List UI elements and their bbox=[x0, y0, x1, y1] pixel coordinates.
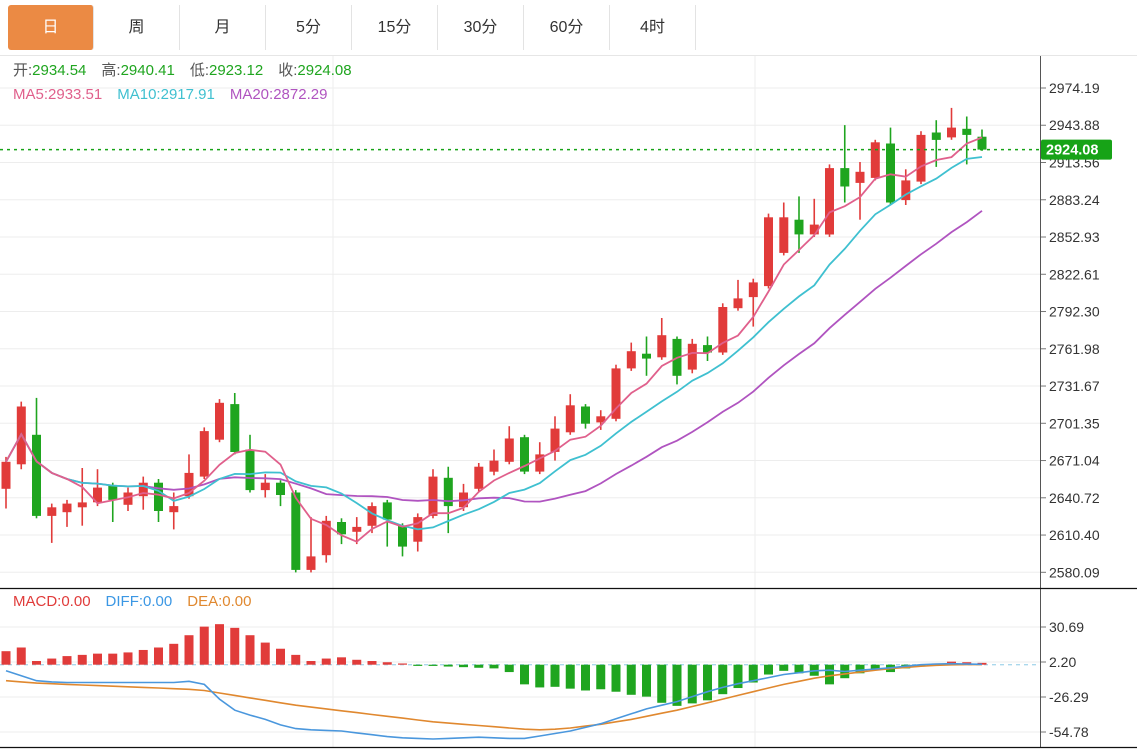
legend-item: 高:2940.41 bbox=[101, 62, 175, 79]
svg-text:2924.08: 2924.08 bbox=[1046, 143, 1098, 159]
macd-histogram bbox=[1, 624, 987, 706]
ma5-line bbox=[5, 136, 983, 543]
macd-gridlines bbox=[0, 626, 1040, 733]
svg-text:2974.19: 2974.19 bbox=[1049, 80, 1100, 96]
tab-15min[interactable]: 15分 bbox=[352, 5, 438, 50]
svg-text:2852.93: 2852.93 bbox=[1049, 229, 1100, 245]
svg-text:2640.72: 2640.72 bbox=[1049, 490, 1100, 506]
ma-legend: MA5:2933.51 MA10:2917.91 MA20:2872.29 bbox=[13, 86, 342, 104]
timeframe-tabbar: 日周月 5分 15分 30分 60分 4时 bbox=[0, 0, 1137, 56]
legend-item: 收:2924.08 bbox=[278, 62, 352, 79]
legend-item: MA20:2872.29 bbox=[229, 86, 328, 103]
legend-item: DEA:0.00 bbox=[187, 593, 252, 610]
ohlc-legend: 开:2934.54 高:2940.41 低:2923.12 收:2924.08 bbox=[13, 62, 367, 80]
tab-4hour[interactable]: 4时 bbox=[610, 5, 696, 50]
tab-week[interactable]: 周 bbox=[94, 5, 180, 50]
svg-text:-54.78: -54.78 bbox=[1049, 724, 1089, 740]
diff-line bbox=[5, 662, 983, 740]
ma20-line bbox=[5, 210, 983, 503]
tab-60min[interactable]: 60分 bbox=[524, 5, 610, 50]
legend-item: DIFF:0.00 bbox=[105, 593, 173, 610]
macd-legend: MACD:0.00 DIFF:0.00 DEA:0.00 bbox=[13, 593, 266, 611]
tab-5min[interactable]: 5分 bbox=[266, 5, 352, 50]
svg-text:2610.40: 2610.40 bbox=[1049, 527, 1100, 543]
tab-month[interactable]: 月 bbox=[180, 5, 266, 50]
legend-item: MACD:0.00 bbox=[13, 593, 91, 610]
svg-text:2701.35: 2701.35 bbox=[1049, 415, 1100, 431]
macd-axis-labels: 30.69 2.20 -26.29 -54.78 bbox=[1040, 619, 1089, 740]
svg-text:2731.67: 2731.67 bbox=[1049, 378, 1100, 394]
svg-text:2580.09: 2580.09 bbox=[1049, 564, 1100, 580]
svg-text:30.69: 30.69 bbox=[1049, 619, 1084, 635]
svg-text:2761.98: 2761.98 bbox=[1049, 341, 1100, 357]
svg-text:2883.24: 2883.24 bbox=[1049, 192, 1100, 208]
vertical-gridlines bbox=[332, 56, 756, 747]
tab-30min[interactable]: 30分 bbox=[438, 5, 524, 50]
svg-text:2822.61: 2822.61 bbox=[1049, 266, 1100, 282]
tab-day[interactable]: 日 bbox=[8, 5, 94, 50]
svg-text:2671.04: 2671.04 bbox=[1049, 453, 1100, 469]
current-price-badge: 2924.08 bbox=[1041, 139, 1112, 160]
svg-text:2943.88: 2943.88 bbox=[1049, 117, 1100, 133]
svg-text:2.20: 2.20 bbox=[1049, 654, 1076, 670]
svg-text:2792.30: 2792.30 bbox=[1049, 304, 1100, 320]
legend-item: 开:2934.54 bbox=[13, 62, 87, 79]
legend-item: MA5:2933.51 bbox=[13, 86, 103, 103]
svg-text:-26.29: -26.29 bbox=[1049, 689, 1089, 705]
legend-item: 低:2923.12 bbox=[189, 62, 264, 79]
dea-line bbox=[5, 663, 982, 731]
legend-item: MA10:2917.91 bbox=[117, 86, 215, 103]
